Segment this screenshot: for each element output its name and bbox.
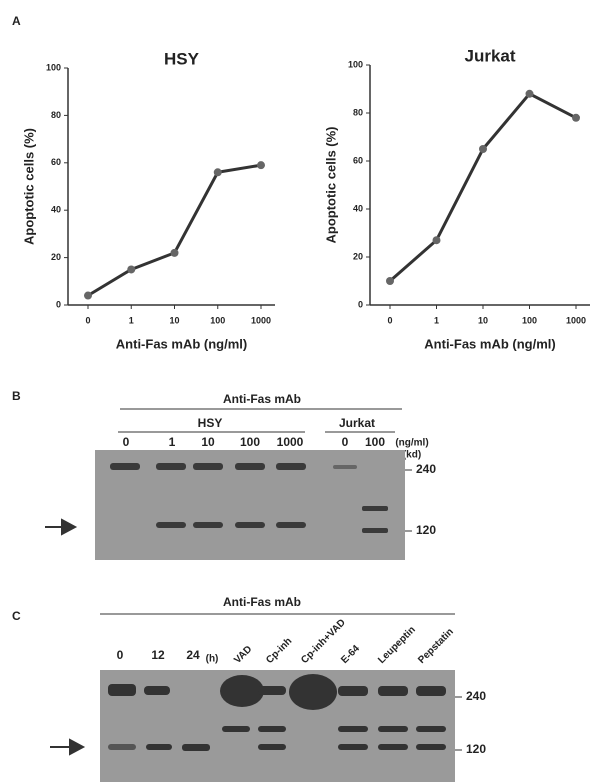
x-axis-label: Anti-Fas mAb (ng/ml) xyxy=(424,336,555,351)
treatment-label: E-64 xyxy=(339,643,362,666)
treatment-label: Cp-inh xyxy=(264,636,294,666)
x-tick-label: 10 xyxy=(169,315,179,325)
panel-label: A xyxy=(12,14,21,28)
y-tick-label: 0 xyxy=(358,299,363,309)
blot-c: Anti-Fas mAb 0 12 24 (h) VAD Cp-inh Cp-i… xyxy=(50,595,486,782)
point xyxy=(432,236,441,245)
line xyxy=(87,163,262,297)
x-tick-label: 1 xyxy=(129,315,134,325)
x-tick-label: 1000 xyxy=(251,315,271,325)
y-tick-label: 20 xyxy=(353,251,363,261)
arrow xyxy=(50,738,86,756)
x-tick-label: 0 xyxy=(85,315,90,325)
x-tick-label: 10 xyxy=(478,315,488,325)
y-tick-label: 20 xyxy=(51,252,61,262)
bands xyxy=(110,463,388,533)
x-tick-label: 100 xyxy=(522,315,537,325)
lane-label: 10 xyxy=(201,435,215,449)
point xyxy=(84,291,92,300)
line xyxy=(389,91,577,283)
point xyxy=(386,277,394,285)
lane-label: 100 xyxy=(365,435,385,449)
y-tick-label: 100 xyxy=(46,62,61,72)
x-axis-label: Anti-Fas mAb (ng/ml) xyxy=(116,336,247,351)
y-tick-label: 80 xyxy=(51,110,61,120)
y-tick-label: 40 xyxy=(353,203,363,213)
y-tick-label: 100 xyxy=(348,59,363,69)
marker-label: 120 xyxy=(416,523,436,537)
group-label: HSY xyxy=(198,416,223,430)
blot-header: Anti-Fas mAb xyxy=(223,392,301,406)
unit-label: (h) xyxy=(206,654,219,665)
chart-title: Jurkat xyxy=(464,46,515,65)
lane-label: 0 xyxy=(123,435,130,449)
y-tick-label: 60 xyxy=(51,157,61,167)
x-tick-label: 100 xyxy=(210,315,225,325)
lane-label: 1000 xyxy=(277,435,304,449)
y-axis-label: Apoptotic cells (%) xyxy=(21,128,36,245)
y-tick-label: 80 xyxy=(353,107,363,117)
x-tick-label: 1000 xyxy=(566,315,586,325)
y-tick-label: 0 xyxy=(56,299,61,309)
point xyxy=(257,161,265,170)
x-tick-label: 0 xyxy=(387,315,392,325)
lane-label: 100 xyxy=(240,435,260,449)
chart-title: HSY xyxy=(164,49,200,68)
treatment-label: VAD xyxy=(232,644,254,666)
lane-label: 0 xyxy=(342,435,349,449)
point xyxy=(525,89,534,98)
blot-header: Anti-Fas mAb xyxy=(223,595,301,609)
point xyxy=(572,113,580,122)
lane-label: 0 xyxy=(117,648,124,662)
point xyxy=(479,145,487,153)
point xyxy=(213,168,222,177)
treatment-label: Leupeptin xyxy=(376,624,418,666)
lane-label: 24 xyxy=(186,648,200,662)
panel-label: C xyxy=(12,609,21,623)
marker-label: 240 xyxy=(466,689,486,703)
y-tick-label: 60 xyxy=(353,155,363,165)
group-label: Jurkat xyxy=(339,416,375,430)
arrow xyxy=(45,518,78,536)
marker-label: 120 xyxy=(466,742,486,756)
panel-label: B xyxy=(12,389,21,403)
lane-label: 12 xyxy=(151,648,165,662)
blot-b: Anti-Fas mAb HSY Jurkat 0 1 10 100 1000 … xyxy=(45,392,436,560)
unit-label: (kd) xyxy=(403,450,421,461)
bands xyxy=(108,674,446,751)
point xyxy=(127,265,136,274)
treatment-label: Pepstatin xyxy=(416,626,456,666)
lane-label: 1 xyxy=(169,435,176,449)
marker-label: 240 xyxy=(416,462,436,476)
x-tick-label: 1 xyxy=(434,315,439,325)
unit-label: (ng/ml) xyxy=(395,438,428,449)
y-axis-label: Apoptotic cells (%) xyxy=(323,126,338,243)
y-tick-label: 40 xyxy=(51,205,61,215)
point xyxy=(170,248,179,257)
